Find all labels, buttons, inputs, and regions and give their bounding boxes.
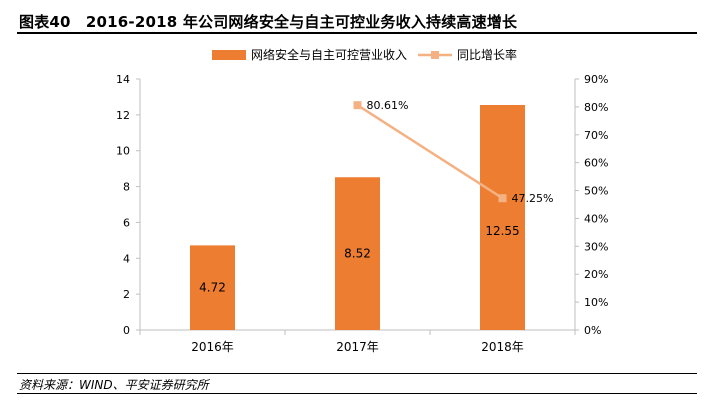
right-tick-label: 10% [584,296,608,309]
left-tick-label: 0 [123,324,130,337]
bar [480,104,525,330]
legend-bar-label: 网络安全与自主可控营业收入 [251,47,407,62]
left-tick-label: 8 [123,181,130,194]
right-tick-label: 60% [584,157,608,170]
growth-data-label: 47.25% [512,192,554,205]
figure-title: 图表40 2016-2018 年公司网络安全与自主可控业务收入持续高速增长 [19,13,518,31]
x-tick-label: 2018年 [481,340,524,354]
right-tick-label: 50% [584,185,608,198]
growth-line [356,104,504,200]
source-note: 资料来源：WIND、平安证券研究所 [19,378,209,392]
legend-line-label: 同比增长率 [457,47,517,62]
right-tick-label: 30% [584,240,608,253]
right-tick-label: 40% [584,212,608,225]
bar-data-label: 8.52 [344,247,371,261]
left-tick-label: 12 [116,109,130,122]
right-tick-label: 0% [584,324,601,337]
right-tick-label: 20% [584,268,608,281]
bar-data-label: 4.72 [199,281,226,295]
legend-line-marker [431,51,439,59]
footer-divider-bottom [17,393,697,394]
x-tick-label: 2017年 [336,340,379,354]
left-tick-label: 4 [123,252,130,265]
left-tick-label: 14 [116,73,130,86]
left-tick-label: 6 [123,216,130,229]
right-tick-label: 70% [584,129,608,142]
bar-data-label: 12.55 [485,224,519,238]
footer-divider-top [17,373,697,374]
growth-point [498,194,507,203]
growth-data-label: 80.61% [367,99,409,112]
legend-bar-swatch [212,50,246,60]
left-tick-label: 2 [123,288,130,301]
right-tick-label: 80% [584,101,608,114]
title-bar: 图表40 2016-2018 年公司网络安全与自主可控业务收入持续高速增长 [17,10,697,34]
right-tick-label: 90% [584,73,608,86]
growth-point [353,101,362,110]
bar [335,177,380,330]
left-tick-label: 10 [116,145,130,158]
x-tick-label: 2016年 [191,340,234,354]
bar [190,245,235,330]
